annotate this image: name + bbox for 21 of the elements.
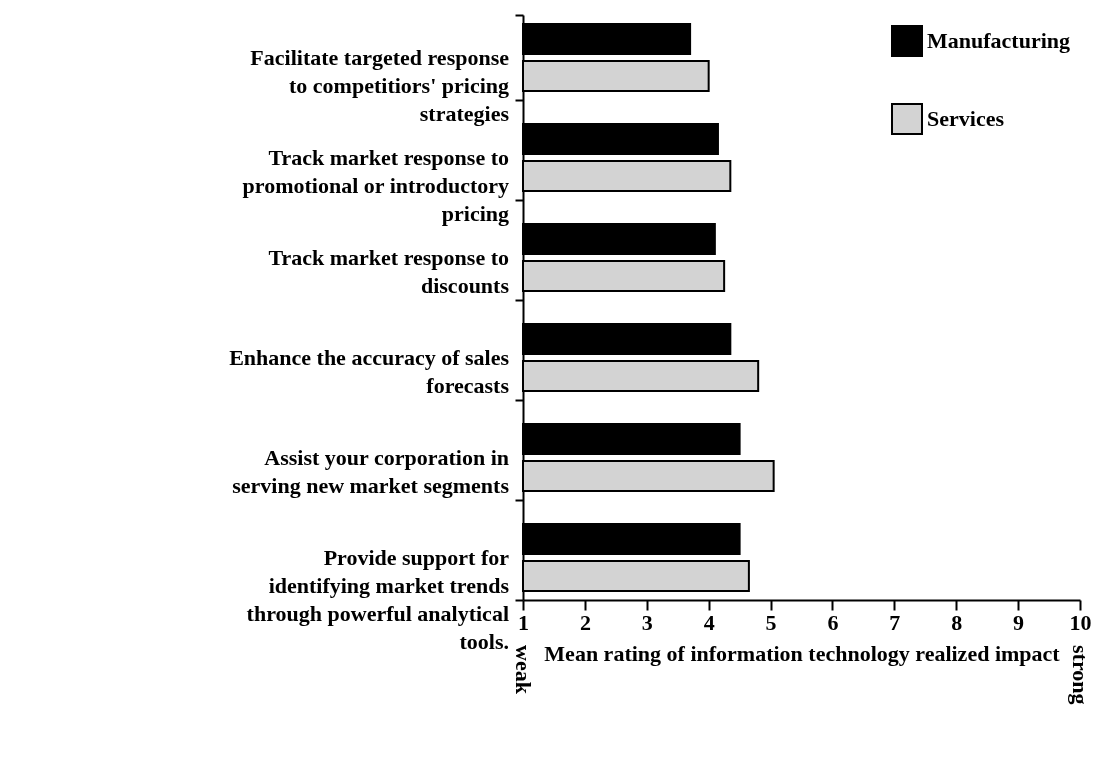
x-tick-label: 9 xyxy=(1013,609,1025,635)
x-tick-label: 1 xyxy=(518,609,529,635)
x-tick-label: 2 xyxy=(579,609,591,635)
text: strong xyxy=(1068,645,1093,705)
y-tick-label: Enhance the accuracy of sales forecasts xyxy=(229,344,510,398)
legend-label: Services xyxy=(927,106,1005,131)
x-tick-label: 5 xyxy=(765,609,777,635)
x-axis-title: Mean rating of information technology realized impact xyxy=(544,640,1061,666)
x-tick-label: 6 xyxy=(827,609,839,635)
y-tick-label: Track market response to promotional or introductory pricing xyxy=(242,144,509,226)
x-tick-label: 4 xyxy=(703,609,715,635)
y-tick-label: Assist your corporation in serving new market segments xyxy=(232,444,510,498)
y-tick-label: Track market response to discounts xyxy=(268,244,510,298)
legend-label: Manufacturing xyxy=(927,28,1070,53)
x-tick-label: 10 xyxy=(1069,609,1092,635)
y-tick-label: Provide support for identifying market trends through powerful analytical tools. xyxy=(246,544,510,654)
x-tick-label: 3 xyxy=(641,609,653,635)
y-tick-label: Facilitate targeted response to competitiors' pricing strategies xyxy=(250,44,510,126)
x-tick-label: 8 xyxy=(951,609,963,635)
x-tick-label: 7 xyxy=(889,609,901,635)
text: weak xyxy=(511,645,536,695)
